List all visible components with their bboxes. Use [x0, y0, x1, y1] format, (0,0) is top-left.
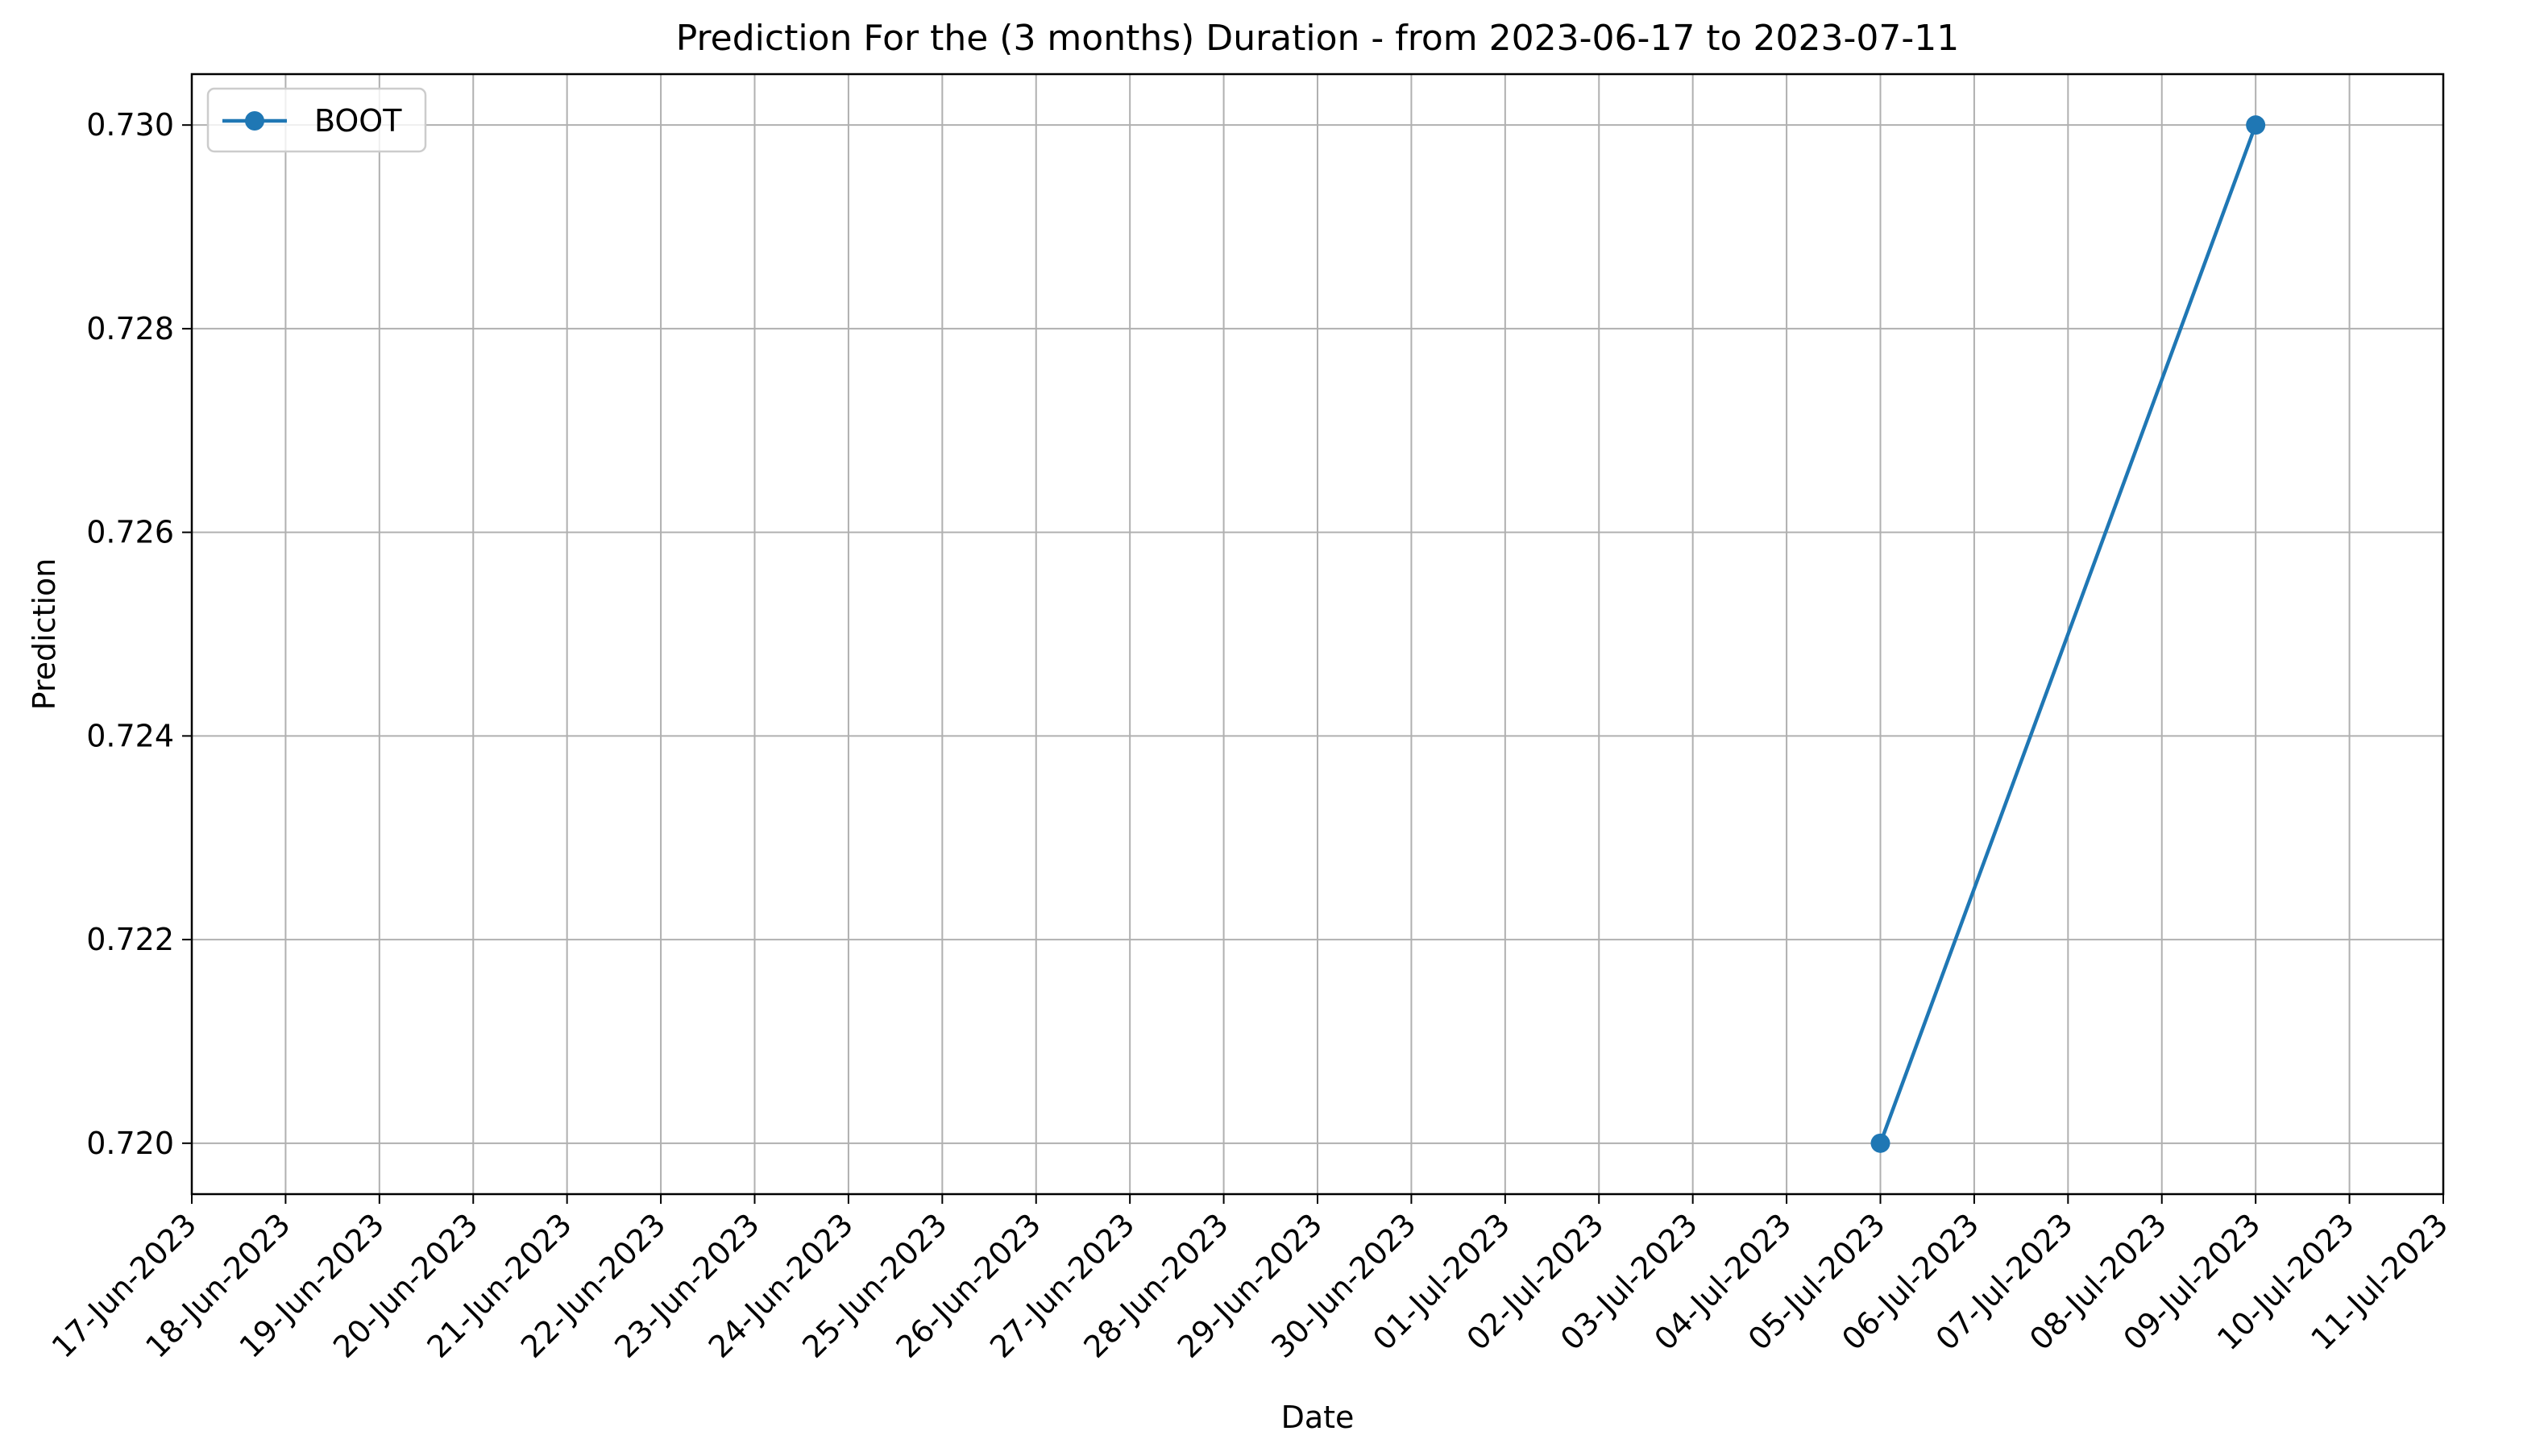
y-tick-label: 0.724 — [86, 718, 174, 753]
y-axis: 0.720 0.722 0.724 0.726 0.728 0.730 — [86, 107, 192, 1161]
y-tick-label: 0.720 — [86, 1126, 174, 1161]
legend-label-boot: BOOT — [314, 103, 402, 139]
series-layer — [1870, 115, 2266, 1153]
data-point — [1870, 1133, 1890, 1153]
grid — [191, 74, 2444, 1194]
legend: BOOT — [206, 87, 427, 153]
x-axis: 17-Jun-202318-Jun-202319-Jun-202320-Jun-… — [45, 1194, 2455, 1365]
y-tick-label: 0.728 — [86, 311, 174, 346]
legend-marker — [245, 111, 264, 131]
legend-box — [206, 87, 427, 153]
chart-title: Prediction For the (3 months) Duration -… — [676, 18, 1959, 59]
y-tick-label: 0.722 — [86, 922, 174, 957]
y-axis-label: Prediction — [27, 558, 62, 711]
x-axis-label: Date — [1281, 1400, 1355, 1435]
y-tick-label: 0.730 — [86, 107, 174, 143]
series-line-boot — [1878, 124, 2258, 1144]
y-tick-label: 0.726 — [86, 515, 174, 550]
data-point — [2246, 115, 2266, 135]
